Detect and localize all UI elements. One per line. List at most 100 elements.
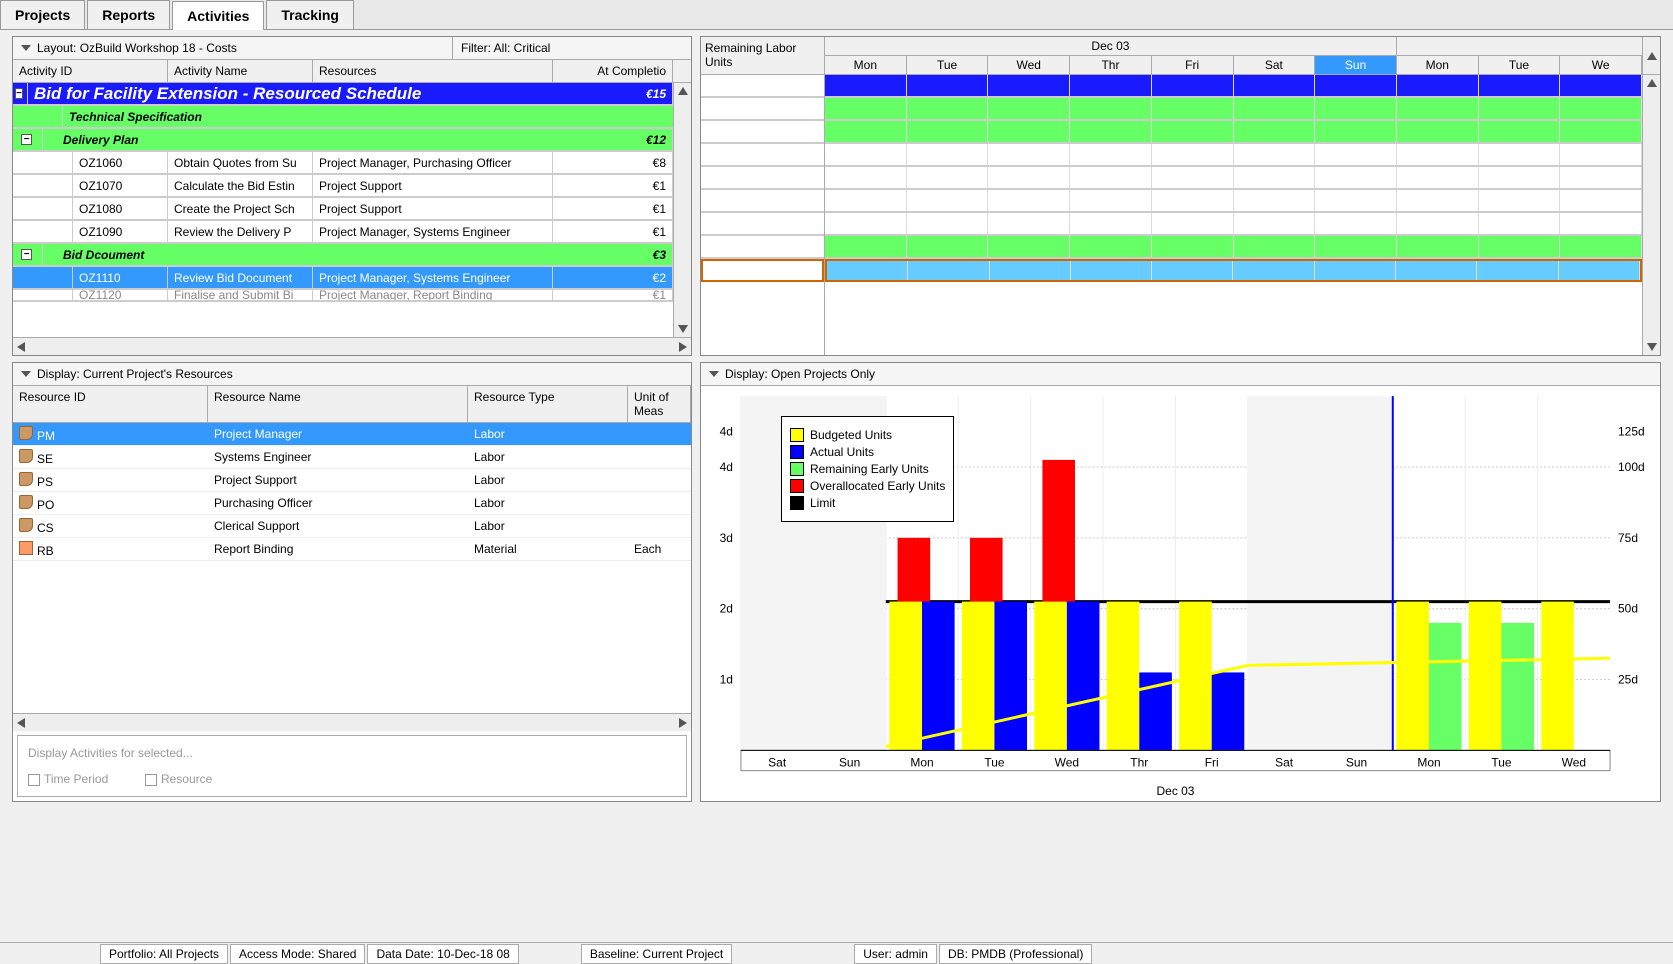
col-resource-id[interactable]: Resource ID: [13, 386, 208, 422]
scroll-right-icon[interactable]: [679, 342, 687, 352]
wbs-row[interactable]: − Delivery Plan €12: [13, 129, 673, 152]
wbs-delivery-cost: €12: [553, 129, 673, 150]
tab-projects[interactable]: Projects: [0, 0, 85, 29]
checkbox-resource[interactable]: [145, 774, 157, 786]
legend-swatch: [790, 479, 804, 493]
svg-text:3d: 3d: [720, 531, 733, 545]
gantt-row: [825, 167, 1642, 190]
activity-row-partial[interactable]: OZ1120 Finalise and Submit Bi Project Ma…: [13, 290, 673, 302]
status-user: User: admin: [854, 944, 937, 964]
tab-reports[interactable]: Reports: [87, 0, 170, 29]
tab-activities[interactable]: Activities: [172, 1, 264, 30]
activity-resources: Project Manager, Systems Engineer: [313, 221, 553, 242]
project-title: Bid for Facility Extension - Resourced S…: [28, 83, 553, 104]
layout-dropdown[interactable]: Layout: OzBuild Workshop 18 - Costs: [13, 37, 453, 59]
timescale-month: Dec 03: [825, 37, 1397, 55]
legend-swatch: [790, 462, 804, 476]
svg-text:100d: 100d: [1618, 460, 1645, 474]
resource-row[interactable]: PO Purchasing Officer Labor: [13, 492, 691, 515]
scroll-left-icon[interactable]: [17, 718, 25, 728]
resource-id: CS: [37, 521, 54, 535]
scroll-right-icon[interactable]: [679, 718, 687, 728]
wbs-row[interactable]: − Bid Dcoument €3: [13, 244, 673, 267]
resource-histogram[interactable]: Budgeted UnitsActual UnitsRemaining Earl…: [701, 386, 1660, 801]
resource-type: Labor: [468, 471, 628, 489]
resource-row[interactable]: PS Project Support Labor: [13, 469, 691, 492]
filter-box: Display Activities for selected... Time …: [17, 735, 687, 797]
legend-swatch: [790, 496, 804, 510]
horizontal-scrollbar[interactable]: [13, 337, 691, 355]
col-at-completion[interactable]: At Completio: [553, 60, 673, 82]
activity-row[interactable]: OZ1060 Obtain Quotes from Su Project Man…: [13, 152, 673, 175]
scroll-up-icon[interactable]: [678, 87, 688, 95]
legend-item: Remaining Early Units: [790, 462, 945, 476]
col-resources[interactable]: Resources: [313, 60, 553, 82]
col-unit-of-measure[interactable]: Unit of Meas: [628, 386, 691, 422]
gantt-chart[interactable]: [825, 75, 1642, 355]
svg-text:Sat: Sat: [768, 756, 787, 770]
status-bar: Portfolio: All Projects Access Mode: Sha…: [0, 942, 1673, 964]
svg-text:Tue: Tue: [1491, 756, 1511, 770]
resource-name: Project Support: [208, 471, 468, 489]
wbs-biddoc: Bid Dcoument: [43, 244, 553, 265]
checkbox-time-period[interactable]: [28, 774, 40, 786]
activity-cost: €1: [553, 198, 673, 219]
scroll-up-icon[interactable]: [1647, 79, 1657, 87]
wbs-biddoc-cost: €3: [553, 244, 673, 265]
tab-tracking[interactable]: Tracking: [266, 0, 354, 29]
legend-label: Overallocated Early Units: [810, 479, 945, 493]
activity-row[interactable]: OZ1080 Create the Project Sch Project Su…: [13, 198, 673, 221]
resource-row[interactable]: RB Report Binding Material Each: [13, 538, 691, 561]
wbs-row[interactable]: Technical Specification: [13, 106, 673, 129]
resource-type: Labor: [468, 425, 628, 443]
status-access-mode: Access Mode: Shared: [230, 944, 365, 964]
activity-row[interactable]: OZ1070 Calculate the Bid Estin Project S…: [13, 175, 673, 198]
legend-label: Remaining Early Units: [810, 462, 929, 476]
resource-icon: [19, 541, 33, 555]
collapse-icon[interactable]: −: [15, 88, 23, 99]
gantt-panel: Remaining Labor Units Dec 03 MonTueWedTh…: [700, 36, 1661, 356]
svg-text:Tue: Tue: [984, 756, 1004, 770]
vertical-scrollbar[interactable]: [1642, 75, 1660, 355]
timescale-month-next: [1397, 37, 1642, 55]
resource-row[interactable]: CS Clerical Support Labor: [13, 515, 691, 538]
activity-row[interactable]: OZ1090 Review the Delivery P Project Man…: [13, 221, 673, 244]
resource-id: PM: [37, 429, 55, 443]
col-activity-id[interactable]: Activity ID: [13, 60, 168, 82]
gantt-row: [825, 144, 1642, 167]
col-resource-type[interactable]: Resource Type: [468, 386, 628, 422]
histogram-panel: Display: Open Projects Only Budgeted Uni…: [700, 362, 1661, 802]
label-resource: Resource: [161, 772, 212, 786]
wbs-techspec: Technical Specification: [63, 106, 673, 127]
resources-display-dropdown[interactable]: Display: Current Project's Resources: [13, 363, 691, 385]
open-projects-dropdown[interactable]: Display: Open Projects Only: [701, 363, 1660, 385]
project-row[interactable]: − Bid for Facility Extension - Resourced…: [13, 83, 673, 106]
scroll-up-icon[interactable]: [1647, 52, 1657, 60]
activity-id: OZ1090: [73, 221, 168, 242]
legend-label: Limit: [810, 496, 835, 510]
activity-cost: €8: [553, 152, 673, 173]
label-time-period: Time Period: [44, 772, 108, 786]
filter-dropdown[interactable]: Filter: All: Critical: [453, 37, 691, 59]
scroll-left-icon[interactable]: [17, 342, 25, 352]
resource-name: Systems Engineer: [208, 448, 468, 466]
resource-uom: [628, 501, 640, 505]
resource-row[interactable]: PM Project Manager Labor: [13, 423, 691, 446]
col-resource-name[interactable]: Resource Name: [208, 386, 468, 422]
collapse-icon[interactable]: −: [21, 249, 32, 260]
col-remaining-labor[interactable]: Remaining Labor Units: [701, 37, 825, 74]
col-activity-name[interactable]: Activity Name: [168, 60, 313, 82]
scroll-down-icon[interactable]: [1647, 343, 1657, 351]
gantt-row: [825, 259, 1642, 282]
activity-grid-header: Activity ID Activity Name Resources At C…: [13, 60, 691, 83]
horizontal-scrollbar[interactable]: [13, 713, 691, 731]
scroll-down-icon[interactable]: [678, 325, 688, 333]
vertical-scrollbar[interactable]: [673, 83, 691, 337]
resource-id: PS: [37, 475, 53, 489]
resource-row[interactable]: SE Systems Engineer Labor: [13, 446, 691, 469]
collapse-icon[interactable]: −: [21, 134, 32, 145]
svg-text:Mon: Mon: [910, 756, 933, 770]
activity-cost: €1: [553, 175, 673, 196]
activity-resources: Project Support: [313, 198, 553, 219]
activity-row-selected[interactable]: OZ1110 Review Bid Document Project Manag…: [13, 267, 673, 290]
